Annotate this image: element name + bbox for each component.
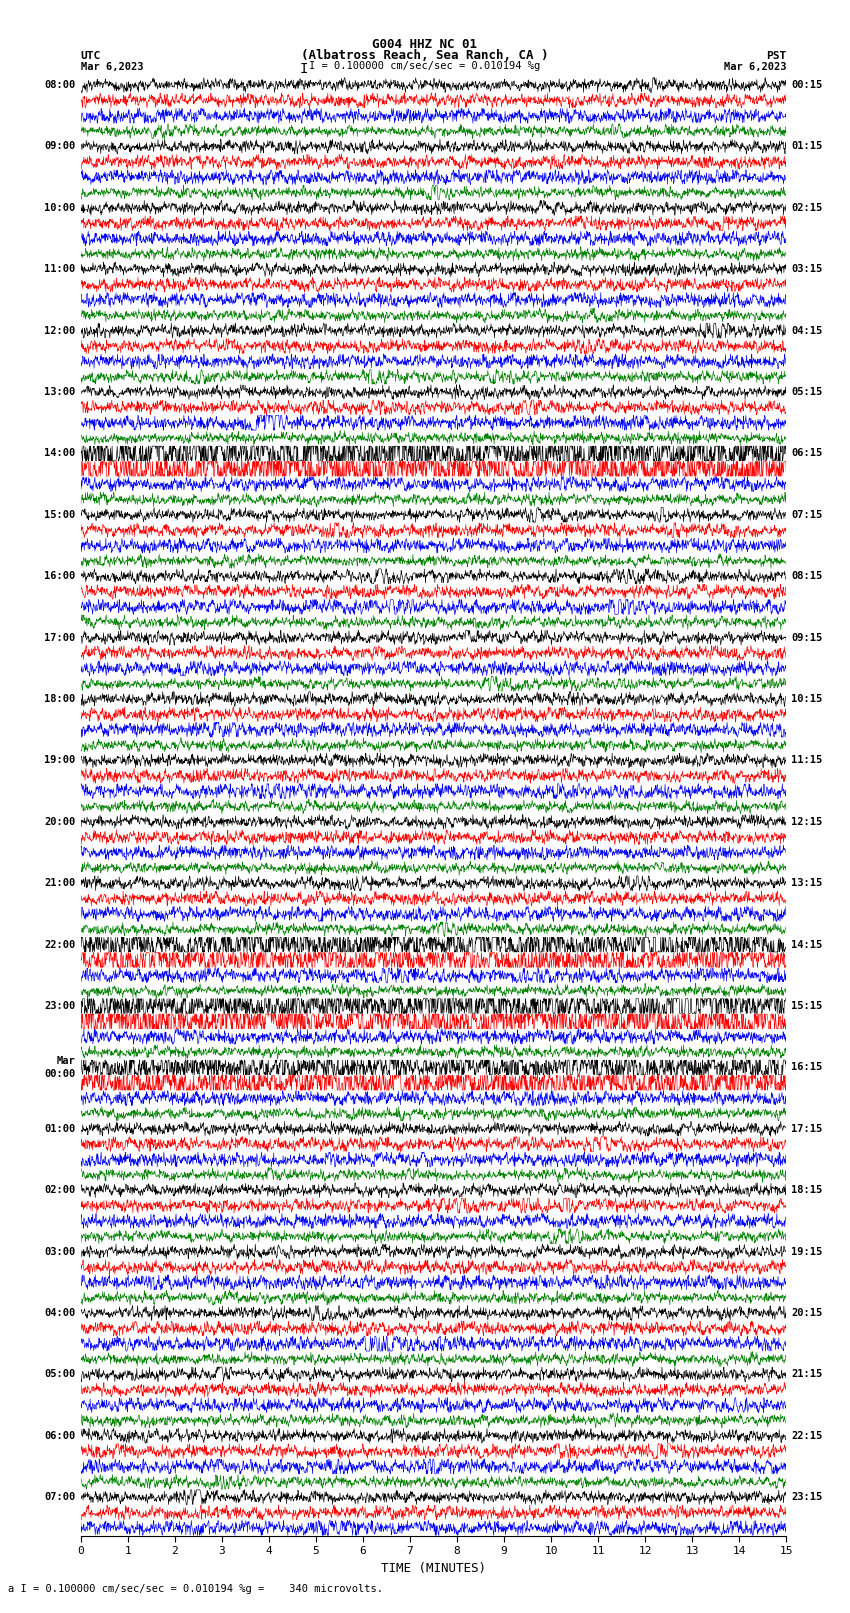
Text: 00:15: 00:15: [791, 81, 823, 90]
Text: 20:00: 20:00: [44, 816, 76, 827]
Text: 17:00: 17:00: [44, 632, 76, 642]
Text: 22:15: 22:15: [791, 1431, 823, 1440]
Text: 21:00: 21:00: [44, 877, 76, 889]
Text: G004 HHZ NC 01: G004 HHZ NC 01: [372, 37, 478, 52]
Text: 23:15: 23:15: [791, 1492, 823, 1502]
Text: 17:15: 17:15: [791, 1124, 823, 1134]
Text: Mar 6,2023: Mar 6,2023: [723, 63, 786, 73]
Text: 09:15: 09:15: [791, 632, 823, 642]
Text: 19:15: 19:15: [791, 1247, 823, 1257]
Text: 04:00: 04:00: [44, 1308, 76, 1318]
Text: Mar 6,2023: Mar 6,2023: [81, 63, 144, 73]
Text: PST: PST: [766, 50, 786, 61]
Text: 08:00: 08:00: [44, 81, 76, 90]
Text: 07:15: 07:15: [791, 510, 823, 519]
Text: (Albatross Reach, Sea Ranch, CA ): (Albatross Reach, Sea Ranch, CA ): [301, 50, 549, 63]
Text: 01:15: 01:15: [791, 142, 823, 152]
Text: I = 0.100000 cm/sec/sec = 0.010194 %g: I = 0.100000 cm/sec/sec = 0.010194 %g: [309, 61, 541, 71]
Text: 06:00: 06:00: [44, 1431, 76, 1440]
Text: 10:00: 10:00: [44, 203, 76, 213]
Text: Mar: Mar: [57, 1057, 76, 1066]
Text: 13:00: 13:00: [44, 387, 76, 397]
Text: 03:00: 03:00: [44, 1247, 76, 1257]
Text: 11:15: 11:15: [791, 755, 823, 766]
Text: 15:00: 15:00: [44, 510, 76, 519]
Text: 14:15: 14:15: [791, 940, 823, 950]
Text: 13:15: 13:15: [791, 877, 823, 889]
Text: 22:00: 22:00: [44, 940, 76, 950]
Text: 12:00: 12:00: [44, 326, 76, 336]
Text: 21:15: 21:15: [791, 1369, 823, 1379]
Text: 03:15: 03:15: [791, 265, 823, 274]
Text: 16:00: 16:00: [44, 571, 76, 581]
Text: 20:15: 20:15: [791, 1308, 823, 1318]
Text: 16:15: 16:15: [791, 1063, 823, 1073]
Text: 01:00: 01:00: [44, 1124, 76, 1134]
Text: 23:00: 23:00: [44, 1002, 76, 1011]
Text: 15:15: 15:15: [791, 1002, 823, 1011]
Text: 12:15: 12:15: [791, 816, 823, 827]
Text: 06:15: 06:15: [791, 448, 823, 458]
Text: 02:15: 02:15: [791, 203, 823, 213]
Text: 11:00: 11:00: [44, 265, 76, 274]
Text: 10:15: 10:15: [791, 694, 823, 703]
Text: I: I: [300, 63, 309, 76]
Text: 05:00: 05:00: [44, 1369, 76, 1379]
Text: 05:15: 05:15: [791, 387, 823, 397]
Text: 18:15: 18:15: [791, 1186, 823, 1195]
Text: 02:00: 02:00: [44, 1186, 76, 1195]
Text: a I = 0.100000 cm/sec/sec = 0.010194 %g =    340 microvolts.: a I = 0.100000 cm/sec/sec = 0.010194 %g …: [8, 1584, 383, 1594]
Text: 08:15: 08:15: [791, 571, 823, 581]
Text: UTC: UTC: [81, 50, 101, 61]
Text: 19:00: 19:00: [44, 755, 76, 766]
Text: 18:00: 18:00: [44, 694, 76, 703]
X-axis label: TIME (MINUTES): TIME (MINUTES): [381, 1561, 486, 1574]
Text: 04:15: 04:15: [791, 326, 823, 336]
Text: 00:00: 00:00: [44, 1069, 76, 1079]
Text: 09:00: 09:00: [44, 142, 76, 152]
Text: 07:00: 07:00: [44, 1492, 76, 1502]
Text: 14:00: 14:00: [44, 448, 76, 458]
